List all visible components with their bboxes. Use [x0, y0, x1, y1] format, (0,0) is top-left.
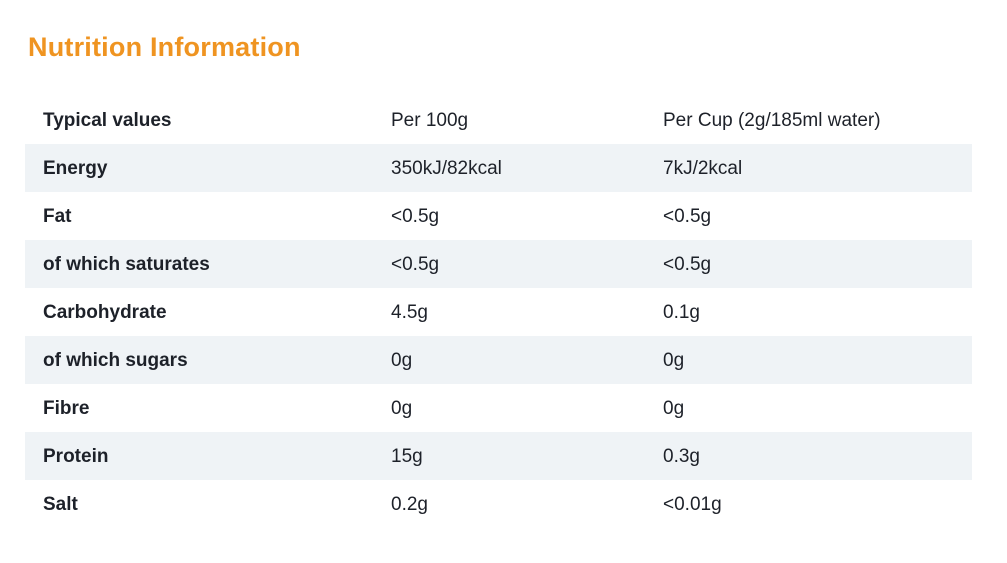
nutrition-table: Typical values Per 100g Per Cup (2g/185m… [25, 96, 972, 528]
row-label: Carbohydrate [43, 301, 167, 323]
row-label: Salt [43, 493, 78, 515]
row-label: of which saturates [43, 253, 210, 275]
value-per-100g: 4.5g [391, 301, 428, 323]
row-label: Fat [43, 205, 72, 227]
table-row-fibre: Fibre 0g 0g [25, 384, 972, 432]
column-header-per-100g: Per 100g [391, 109, 469, 131]
table-header-row: Typical values Per 100g Per Cup (2g/185m… [25, 96, 972, 144]
value-per-100g: <0.5g [391, 253, 440, 275]
table-row-salt: Salt 0.2g <0.01g [25, 480, 972, 528]
row-label: of which sugars [43, 349, 188, 371]
value-per-100g: 0g [391, 397, 413, 419]
table-row-energy: Energy 350kJ/82kcal 7kJ/2kcal [25, 144, 972, 192]
value-per-cup: <0.01g [663, 493, 722, 515]
table-row-carbohydrate: Carbohydrate 4.5g 0.1g [25, 288, 972, 336]
row-label: Fibre [43, 397, 90, 419]
value-per-100g: 350kJ/82kcal [391, 157, 502, 179]
row-label: Protein [43, 445, 109, 467]
value-per-cup: 0.1g [663, 301, 700, 323]
table-row-sugars: of which sugars 0g 0g [25, 336, 972, 384]
value-per-100g: 0g [391, 349, 413, 371]
column-header-typical-values: Typical values [43, 109, 172, 131]
value-per-100g: 0.2g [391, 493, 428, 515]
value-per-cup: <0.5g [663, 253, 712, 275]
value-per-100g: 15g [391, 445, 423, 467]
row-label: Energy [43, 157, 108, 179]
page-title: Nutrition Information [28, 32, 301, 62]
table-row-protein: Protein 15g 0.3g [25, 432, 972, 480]
column-header-per-cup: Per Cup (2g/185ml water) [663, 109, 881, 131]
value-per-cup: 7kJ/2kcal [663, 157, 743, 179]
table-row-fat: Fat <0.5g <0.5g [25, 192, 972, 240]
value-per-cup: 0g [663, 397, 685, 419]
value-per-cup: <0.5g [663, 205, 712, 227]
table-body: Energy 350kJ/82kcal 7kJ/2kcal Fat <0.5g … [25, 144, 972, 528]
value-per-100g: <0.5g [391, 205, 440, 227]
value-per-cup: 0.3g [663, 445, 700, 467]
table-row-saturates: of which saturates <0.5g <0.5g [25, 240, 972, 288]
value-per-cup: 0g [663, 349, 685, 371]
